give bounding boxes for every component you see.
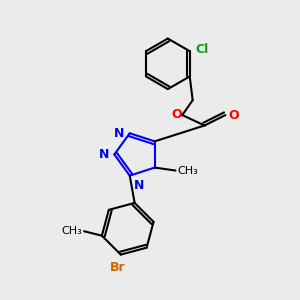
Text: O: O xyxy=(171,108,182,121)
Text: O: O xyxy=(228,109,239,122)
Text: N: N xyxy=(114,127,124,140)
Text: Br: Br xyxy=(110,261,126,274)
Text: N: N xyxy=(99,148,109,161)
Text: N: N xyxy=(134,179,145,192)
Text: CH₃: CH₃ xyxy=(177,166,198,176)
Text: Cl: Cl xyxy=(195,43,208,56)
Text: CH₃: CH₃ xyxy=(62,226,82,236)
